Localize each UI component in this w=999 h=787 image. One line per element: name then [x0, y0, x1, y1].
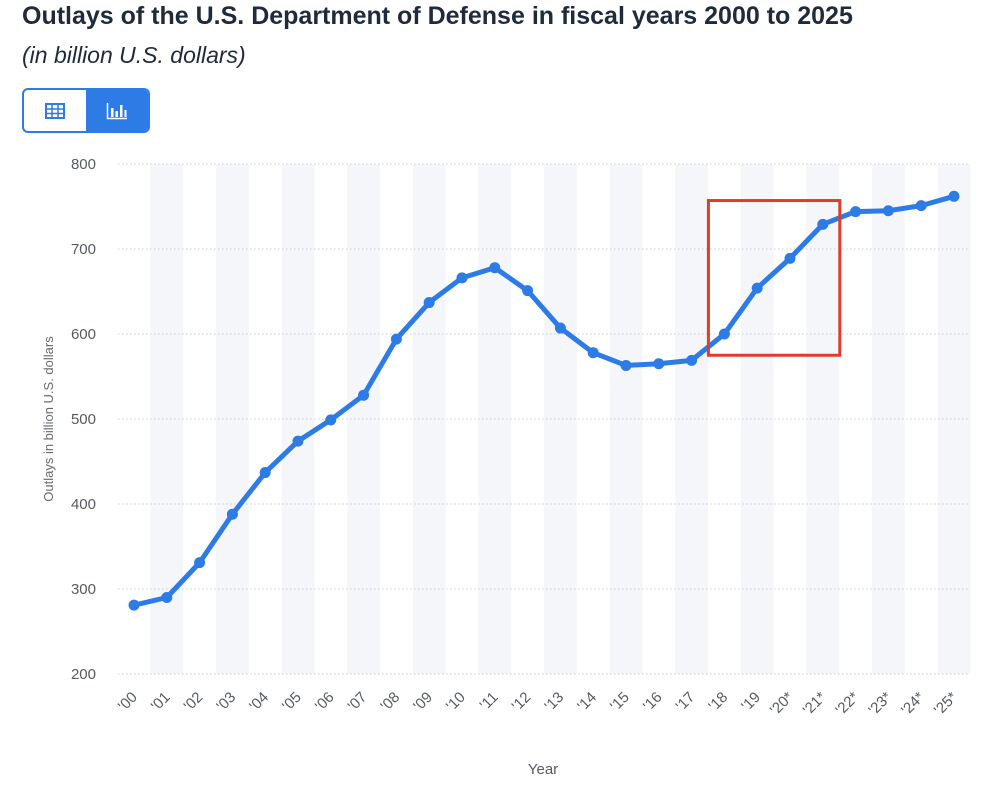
chart-view-button[interactable] [86, 90, 148, 131]
data-point[interactable] [948, 190, 960, 202]
y-tick-label: 300 [71, 581, 96, 598]
data-point[interactable] [489, 262, 501, 274]
y-tick-label: 800 [71, 156, 96, 173]
x-tick-label: '14 [574, 689, 600, 715]
table-icon [45, 102, 65, 119]
x-tick-label: '20* [767, 689, 797, 719]
y-tick-label: 500 [71, 411, 96, 428]
data-point[interactable] [620, 359, 632, 371]
x-tick-label: '01 [148, 689, 174, 715]
x-tick-label: '18 [705, 689, 731, 715]
y-tick-label: 700 [71, 241, 96, 258]
x-tick-label: '11 [477, 689, 502, 714]
data-point[interactable] [751, 282, 763, 294]
column-band [740, 164, 774, 674]
x-tick-label: '17 [673, 689, 699, 715]
column-band [544, 164, 577, 674]
bar-chart-icon [106, 102, 127, 119]
column-band [216, 164, 249, 674]
x-tick-label: '19 [738, 689, 764, 715]
data-point[interactable] [456, 272, 468, 284]
data-point[interactable] [522, 285, 534, 297]
x-tick-label: '08 [377, 689, 403, 715]
data-point[interactable] [390, 333, 402, 345]
x-tick-label: '24* [898, 689, 928, 719]
y-tick-label: 200 [71, 666, 96, 683]
data-point[interactable] [325, 414, 337, 426]
table-view-button[interactable] [24, 90, 86, 131]
data-point[interactable] [915, 200, 927, 212]
x-tick-label: '06 [312, 689, 338, 715]
data-point[interactable] [817, 218, 829, 230]
y-axis-label: Outlays in billion U.S. dollars [41, 336, 56, 502]
data-point[interactable] [128, 599, 140, 611]
data-point[interactable] [226, 508, 238, 520]
x-tick-label: '25* [931, 689, 961, 719]
x-tick-label: '05 [279, 689, 305, 715]
column-band [872, 164, 905, 674]
x-tick-label: '09 [410, 689, 436, 715]
x-tick-label: '13 [541, 689, 567, 715]
data-point[interactable] [587, 347, 599, 359]
data-point[interactable] [554, 322, 566, 334]
y-tick-label: 400 [71, 496, 96, 513]
x-tick-label: '00 [115, 689, 141, 715]
data-point[interactable] [161, 592, 173, 603]
x-tick-label: '02 [181, 689, 207, 715]
x-tick-label: '12 [509, 689, 535, 715]
highlight-box [706, 199, 842, 357]
x-tick-label: '03 [213, 689, 239, 715]
line-chart: 200 300 400 500 600 700 800 '00 '01 '02'03 '04 '05… [41, 156, 971, 778]
x-tick-label: '07 [345, 689, 371, 715]
data-point[interactable] [686, 354, 698, 366]
data-point[interactable] [292, 435, 304, 447]
data-point[interactable] [358, 389, 370, 401]
data-point[interactable] [850, 206, 862, 218]
data-point[interactable] [784, 252, 796, 264]
data-point[interactable] [259, 467, 271, 479]
series-line [131, 193, 957, 608]
y-tick-label: 600 [71, 326, 96, 343]
x-tick-label: '16 [640, 689, 666, 715]
chart-subtitle: (in billion U.S. dollars) [22, 42, 246, 68]
x-tick-label: '15 [607, 689, 633, 715]
data-point[interactable] [653, 358, 665, 370]
data-point[interactable] [194, 557, 206, 569]
chart-title: Outlays of the U.S. Department of Defens… [22, 2, 853, 30]
data-point[interactable] [423, 297, 435, 309]
view-toggle [22, 88, 150, 133]
x-tick-label: '04 [246, 689, 272, 715]
x-tick-label: '22* [832, 689, 862, 719]
data-point[interactable] [718, 328, 730, 340]
x-tick-label: '23* [865, 689, 895, 719]
column-band [412, 164, 446, 674]
x-axis-label: Year [528, 761, 558, 778]
x-tick-label: '10 [443, 689, 469, 715]
data-point[interactable] [882, 205, 894, 217]
x-tick-label: '21* [800, 689, 830, 719]
